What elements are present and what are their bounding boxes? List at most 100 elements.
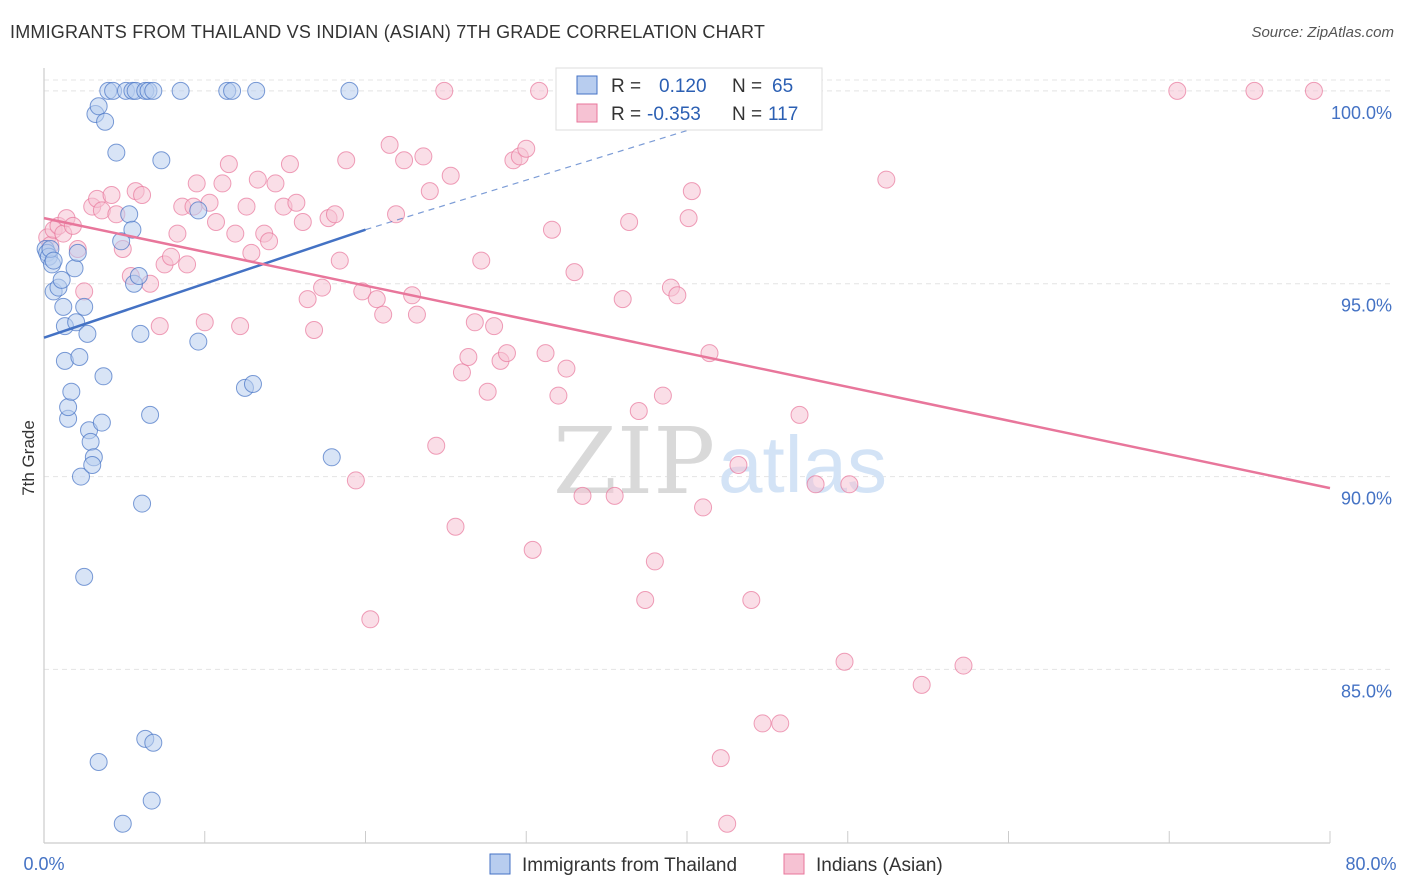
point-indian-26	[187, 174, 206, 193]
legend-r-value-indian: -0.353	[647, 104, 701, 125]
legend-n-label-thailand: N =	[732, 76, 762, 97]
point-indian-29	[207, 213, 226, 231]
point-indian-114	[1304, 81, 1323, 100]
point-indian-41	[280, 155, 299, 174]
point-indian-85	[573, 486, 592, 505]
series-thailand-points	[36, 81, 359, 833]
x-tick-label-max: 80.0%	[1345, 854, 1396, 874]
point-indian-38	[260, 232, 279, 251]
point-indian-105	[790, 405, 809, 424]
point-indian-106	[806, 475, 825, 494]
point-indian-21	[161, 247, 180, 266]
point-indian-52	[353, 282, 372, 301]
point-thailand-62	[247, 81, 266, 100]
point-indian-68	[459, 348, 478, 366]
point-indian-104	[771, 714, 790, 733]
point-thailand-38	[120, 205, 139, 224]
point-thailand-26	[75, 567, 94, 586]
point-indian-24	[178, 255, 197, 274]
point-indian-70	[472, 251, 491, 270]
point-indian-96	[679, 209, 698, 228]
point-indian-66	[446, 517, 465, 536]
point-thailand-53	[113, 814, 132, 833]
point-thailand-48	[141, 405, 160, 424]
point-indian-12	[102, 186, 121, 204]
point-thailand-20	[75, 297, 94, 316]
point-indian-100	[718, 814, 737, 833]
point-thailand-59	[223, 81, 242, 100]
point-indian-82	[549, 386, 568, 405]
point-thailand-35	[112, 232, 131, 251]
point-indian-91	[645, 552, 664, 571]
point-indian-113	[1245, 81, 1264, 100]
point-thailand-23	[81, 432, 100, 451]
point-indian-95	[682, 182, 701, 201]
series-legend: Immigrants from Thailand Indians (Asian)	[489, 853, 943, 876]
point-indian-103	[753, 714, 772, 733]
point-indian-87	[613, 290, 632, 309]
point-indian-19	[150, 317, 169, 336]
point-indian-97	[694, 498, 713, 517]
legend-n-value-indian: 117	[768, 104, 798, 125]
point-indian-81	[542, 220, 561, 239]
source-credit: Source: ZipAtlas.com	[1251, 24, 1394, 41]
point-thailand-52	[89, 753, 108, 771]
point-indian-56	[380, 135, 399, 154]
point-indian-46	[313, 278, 332, 297]
point-thailand-15	[65, 259, 84, 278]
point-indian-60	[407, 305, 426, 324]
point-indian-34	[237, 197, 256, 216]
point-indian-50	[337, 151, 356, 170]
point-indian-111	[954, 656, 973, 675]
point-indian-53	[361, 610, 380, 629]
point-thailand-56	[189, 332, 208, 351]
point-indian-94	[668, 286, 687, 305]
point-indian-88	[620, 213, 639, 231]
chart-title: IMMIGRANTS FROM THAILAND VS INDIAN (ASIA…	[10, 22, 766, 42]
point-indian-17	[133, 186, 152, 204]
point-indian-58	[395, 151, 414, 170]
point-indian-109	[877, 170, 896, 189]
point-indian-35	[242, 243, 261, 262]
point-indian-33	[231, 317, 250, 336]
point-indian-57	[387, 205, 406, 224]
point-thailand-57	[189, 201, 208, 220]
point-thailand-8	[52, 270, 71, 289]
point-indian-49	[330, 251, 349, 270]
legend-r-label-thailand: R =	[611, 76, 641, 97]
point-indian-79	[530, 81, 549, 100]
legend-box	[555, 67, 823, 131]
point-indian-112	[1168, 81, 1187, 100]
point-indian-77	[517, 139, 536, 158]
point-thailand-29	[92, 413, 111, 432]
legend-n-label-indian: N =	[732, 104, 762, 125]
point-thailand-9	[54, 297, 73, 316]
bottom-legend-label-thailand: Immigrants from Thailand	[522, 855, 737, 876]
point-indian-48	[325, 205, 344, 224]
point-indian-63	[427, 436, 446, 455]
point-indian-62	[420, 182, 439, 201]
point-thailand-42	[129, 267, 148, 285]
y-tick-labels: 85.0% 90.0% 95.0% 100.0%	[1331, 103, 1392, 702]
y-tick-label-85: 85.0%	[1341, 681, 1392, 701]
point-thailand-30	[94, 367, 113, 386]
point-indian-61	[414, 147, 433, 166]
point-indian-30	[213, 174, 232, 193]
trend-line-thailand	[43, 228, 366, 339]
y-tick-label-90: 90.0%	[1341, 489, 1392, 509]
point-thailand-21	[78, 324, 97, 343]
y-axis-label: 7th Grade	[19, 420, 38, 496]
point-thailand-43	[131, 324, 150, 343]
point-thailand-5	[44, 251, 63, 270]
legend-swatch-indian	[576, 103, 598, 123]
point-indian-22	[168, 224, 187, 243]
point-indian-110	[912, 675, 931, 694]
point-indian-65	[441, 166, 460, 185]
point-indian-64	[435, 81, 454, 100]
point-thailand-50	[144, 733, 163, 752]
point-thailand-39	[123, 220, 142, 239]
point-indian-51	[346, 471, 365, 490]
point-indian-44	[298, 290, 317, 309]
point-indian-71	[478, 382, 497, 401]
point-indian-99	[711, 749, 730, 768]
